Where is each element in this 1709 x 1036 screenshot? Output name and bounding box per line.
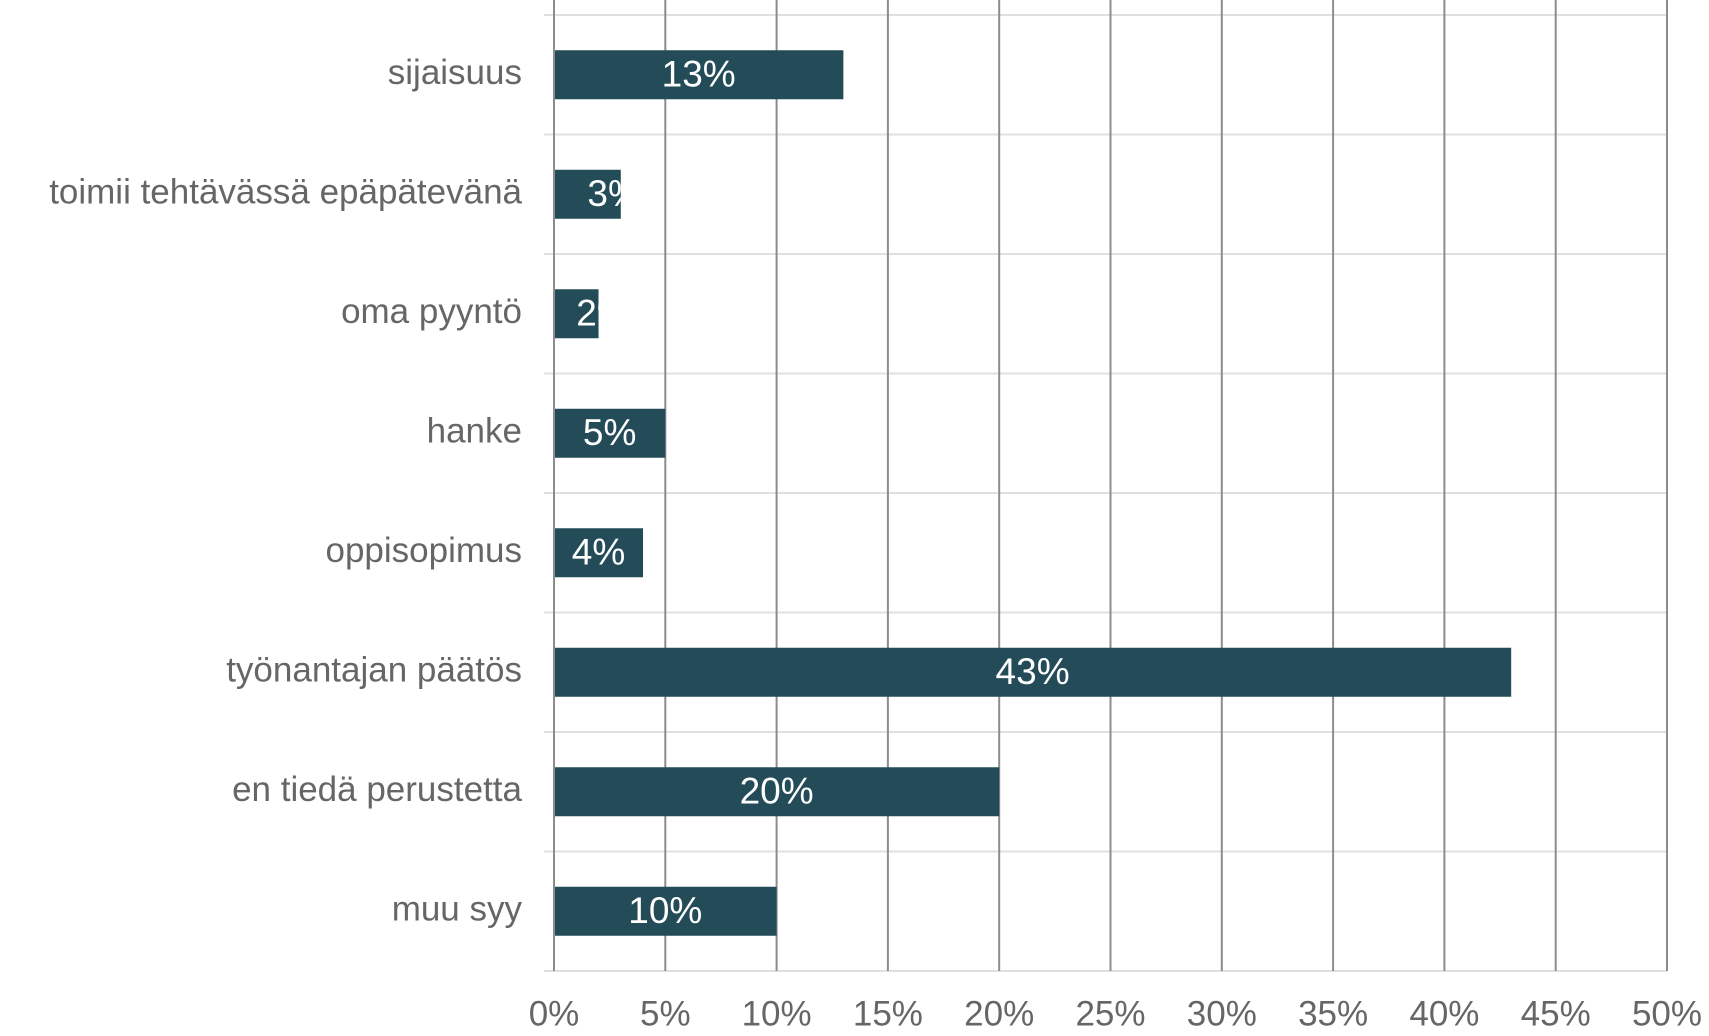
bar [554,50,844,100]
x-tick-label: 5% [640,994,691,1033]
bar [554,767,1000,817]
bar [554,886,777,936]
y-tick-label: sijaisuus [388,53,522,92]
data-label: 3% [587,173,640,214]
bar [554,528,644,578]
y-tick-label: hanke [427,412,522,451]
x-tick-label: 10% [742,994,812,1033]
data-label: 13% [662,54,736,95]
y-tick-label: oma pyyntö [341,292,522,331]
bar [554,647,1512,697]
data-label: 5% [583,412,636,453]
x-tick-label: 0% [529,994,580,1033]
y-tick-label: muu syy [392,890,523,929]
x-tick-label: 20% [964,994,1034,1033]
data-label: 2% [576,293,629,334]
y-tick-label: oppisopimus [326,531,523,570]
x-tick-label: 15% [853,994,923,1033]
data-label: 10% [628,890,702,931]
data-label: 20% [740,771,814,812]
data-label: 43% [996,651,1070,692]
data-label: 4% [572,532,625,573]
x-tick-label: 35% [1298,994,1368,1033]
y-tick-label: toimii tehtävässä epäpätevänä [49,173,522,212]
x-tick-label: 50% [1632,994,1702,1033]
y-tick-label: en tiedä perustetta [232,770,522,809]
x-tick-label: 25% [1075,994,1145,1033]
x-tick-label: 30% [1187,994,1257,1033]
x-tick-label: 40% [1409,994,1479,1033]
bar [554,408,666,458]
bar [554,289,599,339]
x-tick-label: 45% [1521,994,1591,1033]
bar [554,169,621,219]
y-tick-label: työnantajan päätös [226,651,522,690]
